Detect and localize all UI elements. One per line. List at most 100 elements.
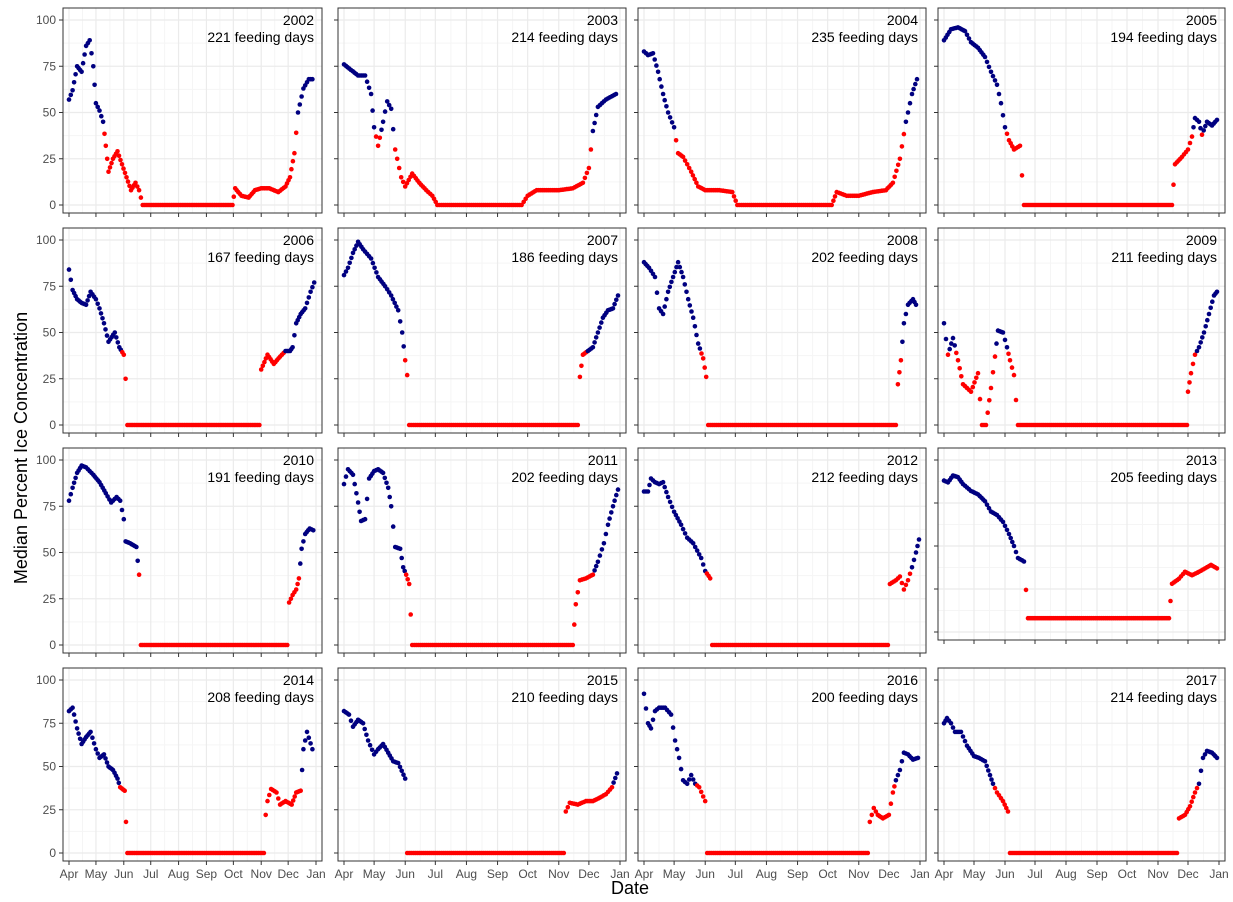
data-point: [390, 126, 396, 132]
data-point: [360, 721, 366, 726]
data-point: [1019, 173, 1025, 178]
data-point: [395, 760, 401, 766]
x-tick-label: Dec: [277, 867, 298, 881]
data-point: [364, 496, 370, 502]
data-point: [345, 265, 351, 271]
data-point: [118, 157, 123, 163]
y-tick-label: 75: [43, 499, 57, 513]
data-point: [299, 546, 304, 552]
data-point: [263, 812, 269, 818]
data-point: [68, 92, 74, 98]
panel-feeding-days-label: 211 feeding days: [1111, 249, 1217, 265]
data-point: [372, 265, 377, 271]
data-point: [115, 776, 120, 781]
data-point: [125, 179, 131, 184]
data-point: [382, 475, 388, 481]
data-point: [1002, 337, 1008, 343]
panel-border: [62, 227, 323, 434]
data-point: [573, 602, 579, 607]
data-point: [697, 346, 703, 351]
panel-year-label: 2002: [283, 12, 314, 28]
data-point: [287, 175, 293, 180]
panel-border: [62, 667, 323, 862]
data-point: [68, 491, 74, 497]
data-point: [374, 270, 379, 275]
x-tick-label: Jul: [728, 867, 743, 881]
data-point: [302, 306, 308, 311]
y-tick-label: 50: [43, 760, 57, 774]
data-point: [698, 555, 704, 561]
data-point: [304, 729, 310, 735]
data-point: [301, 539, 306, 544]
panel-feeding-days-label: 210 feeding days: [511, 689, 618, 705]
data-point: [674, 264, 679, 270]
data-point: [79, 69, 84, 75]
y-tick-label: 0: [49, 638, 56, 652]
data-point: [893, 778, 899, 783]
data-point: [986, 505, 992, 511]
data-point: [403, 572, 409, 577]
data-point: [104, 333, 110, 338]
data-point: [71, 480, 77, 486]
data-point: [274, 790, 279, 795]
data-point: [886, 812, 892, 818]
data-point: [890, 790, 896, 795]
data-point: [977, 396, 983, 402]
data-point: [911, 557, 917, 563]
data-point: [913, 550, 919, 555]
data-point: [93, 100, 99, 106]
data-point: [871, 805, 877, 811]
y-tick-label: 25: [43, 372, 57, 386]
data-point: [364, 79, 370, 84]
data-point: [109, 160, 114, 166]
data-point: [699, 351, 704, 356]
data-point: [590, 345, 596, 350]
data-point: [306, 735, 312, 740]
data-point: [695, 341, 701, 346]
y-tick-label: 0: [49, 198, 56, 212]
data-point: [100, 119, 106, 125]
data-point: [1184, 422, 1190, 428]
data-point: [1185, 389, 1191, 395]
data-point: [950, 725, 956, 730]
data-point: [402, 568, 408, 574]
data-point: [66, 267, 72, 272]
data-point: [659, 84, 664, 89]
data-point: [660, 311, 666, 317]
data-point: [93, 746, 99, 752]
data-point: [959, 374, 964, 379]
panel-feeding-days-label: 202 feeding days: [511, 469, 618, 485]
data-point: [588, 147, 594, 152]
data-point: [88, 729, 93, 735]
data-point: [1200, 755, 1206, 761]
data-point: [645, 489, 651, 494]
data-point: [394, 156, 400, 162]
data-point: [1210, 299, 1215, 305]
data-point: [671, 125, 677, 130]
data-point: [610, 504, 616, 509]
data-point: [1017, 143, 1023, 149]
data-point: [996, 91, 1002, 97]
data-point: [92, 82, 97, 88]
data-point: [1005, 809, 1011, 814]
data-point: [1002, 523, 1008, 529]
data-point: [400, 565, 406, 570]
data-point: [397, 546, 403, 552]
panel-year-label: 2008: [887, 232, 918, 248]
data-point: [136, 187, 142, 193]
data-point: [662, 484, 667, 490]
data-point: [570, 642, 576, 648]
data-point: [295, 581, 300, 587]
data-point: [899, 144, 905, 149]
data-point: [988, 385, 994, 391]
data-point: [984, 502, 990, 508]
data-point: [1206, 311, 1212, 317]
data-point: [89, 51, 94, 56]
data-point: [231, 194, 237, 199]
data-point: [984, 763, 989, 769]
data-point: [676, 755, 682, 761]
